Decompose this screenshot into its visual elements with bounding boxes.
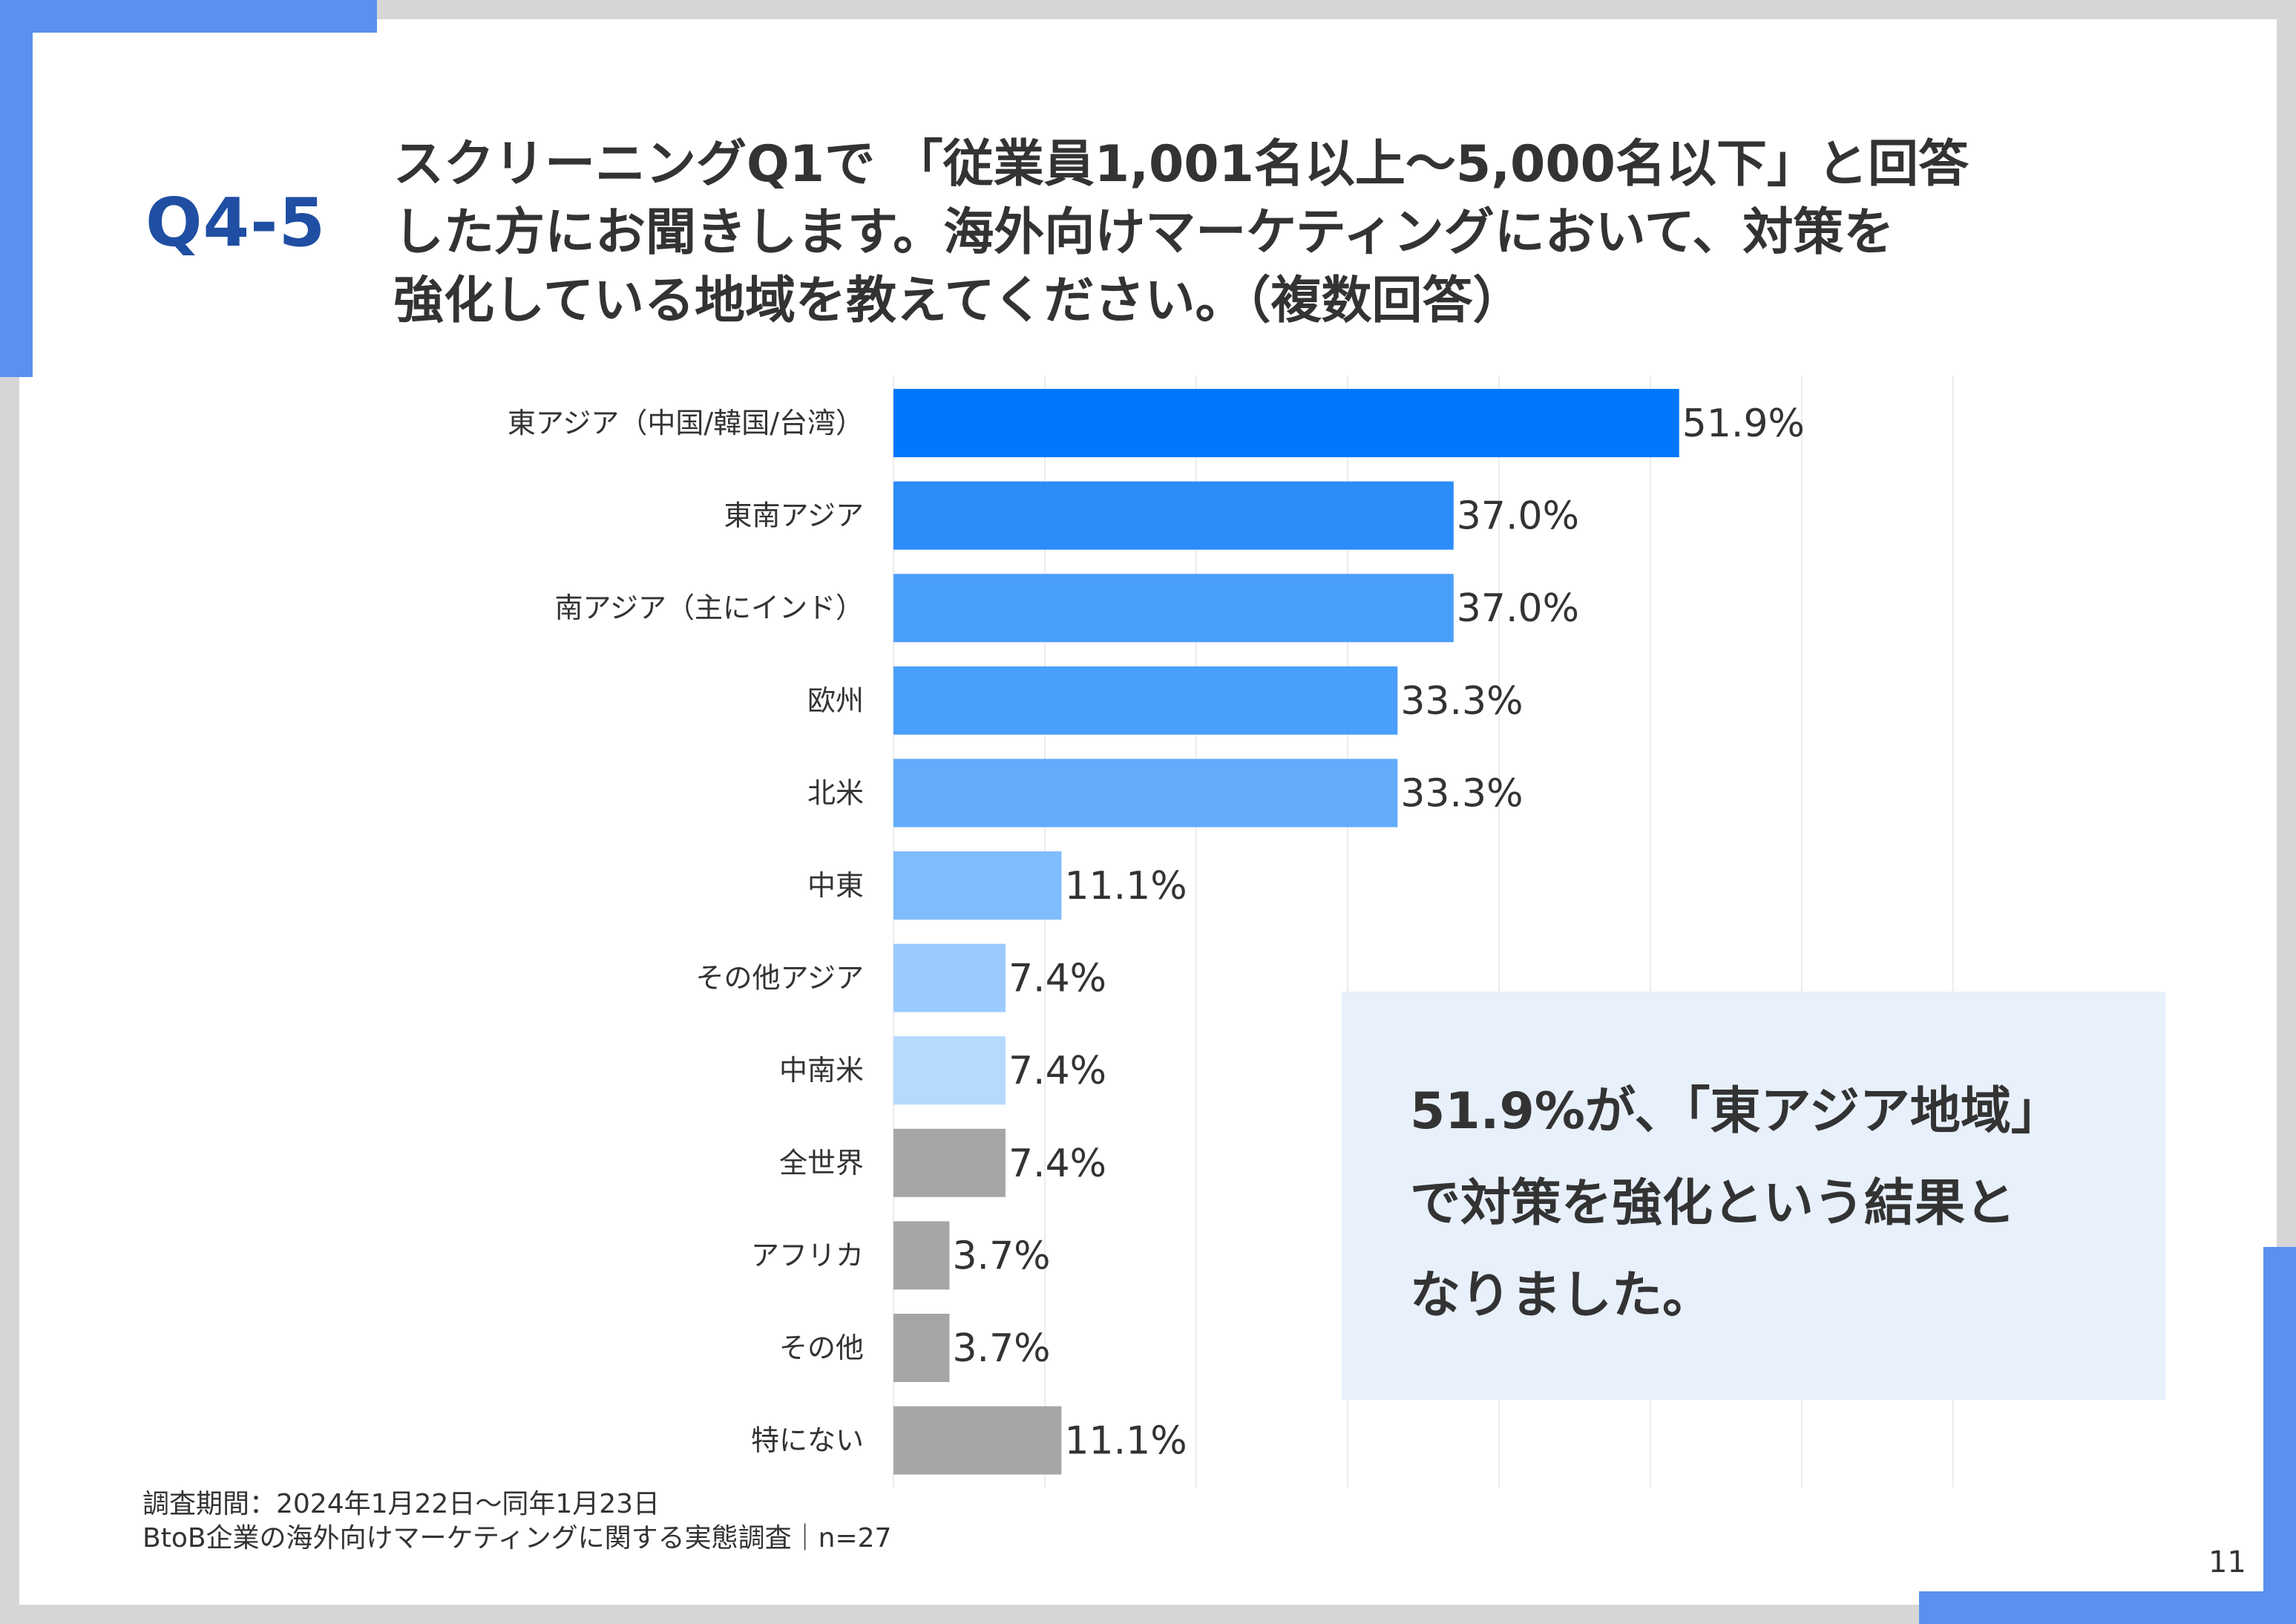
survey-footnote: 調査期間：2024年1月22日～同年1月23日 BtoB企業の海外向けマーケティ… <box>142 1487 891 1556</box>
category-label: 中南米 <box>779 1054 864 1087</box>
question-line: 強化している地域を教えてください。（複数回答） <box>393 272 1523 330</box>
category-label: 東南アジア <box>724 500 864 532</box>
bar <box>893 943 1006 1012</box>
category-label: その他アジア <box>696 962 864 995</box>
accent-bar-top-left-horizontal <box>0 0 377 33</box>
accent-bar-top-left-vertical <box>0 0 33 377</box>
question-text: スクリーニングQ1で 「従業員1,001名以上～5,000名以下」と回答 した方… <box>393 131 2100 335</box>
callout-line: で対策を強化という結果と <box>1410 1174 2016 1233</box>
value-label: 11.1% <box>1064 864 1187 908</box>
bar <box>893 1314 950 1382</box>
bar <box>893 1406 1062 1475</box>
value-label: 51.9% <box>1682 402 1805 446</box>
bar <box>893 574 1454 643</box>
category-label: 中東 <box>807 869 864 902</box>
question-number: Q4-5 <box>145 184 327 262</box>
value-label: 7.4% <box>1008 957 1106 1001</box>
category-label: 南アジア（主にインド） <box>555 592 864 624</box>
bar <box>893 1036 1006 1105</box>
bar <box>893 759 1398 828</box>
bar <box>893 481 1454 550</box>
bar <box>893 851 1062 920</box>
category-label: 欧州 <box>807 684 864 717</box>
survey-period: 調査期間：2024年1月22日～同年1月23日 <box>142 1489 660 1519</box>
value-label: 33.3% <box>1400 771 1523 816</box>
accent-bar-bottom-right-vertical <box>2263 1247 2296 1624</box>
value-label: 3.7% <box>952 1326 1050 1371</box>
bar <box>893 666 1398 735</box>
bar <box>893 389 1679 457</box>
callout-line: 51.9%が、「東アジア地域」 <box>1410 1082 2062 1141</box>
value-label: 37.0% <box>1457 586 1579 631</box>
category-label: アフリカ <box>751 1239 864 1271</box>
value-label: 33.3% <box>1400 679 1523 724</box>
category-label: 特にない <box>751 1424 864 1457</box>
summary-callout: 51.9%が、「東アジア地域」 で対策を強化という結果と なりました。 <box>1342 992 2165 1400</box>
value-label: 11.1% <box>1064 1419 1187 1464</box>
question-line: した方にお聞きします。海外向けマーケティングにおいて、対策を <box>393 203 1895 262</box>
accent-bar-bottom-right-horizontal <box>1919 1591 2296 1624</box>
category-label: 全世界 <box>779 1147 864 1179</box>
bar <box>893 1221 950 1290</box>
value-label: 7.4% <box>1008 1142 1106 1186</box>
category-label: 東アジア（中国/韓国/台湾） <box>508 407 864 439</box>
value-label: 3.7% <box>952 1234 1050 1278</box>
value-label: 7.4% <box>1008 1049 1106 1093</box>
question-line: スクリーニングQ1で 「従業員1,001名以上～5,000名以下」と回答 <box>393 135 1969 194</box>
category-label: 北米 <box>807 776 864 809</box>
bar <box>893 1128 1006 1197</box>
survey-title: BtoB企業の海外向けマーケティングに関する実態調査｜n=27 <box>142 1523 892 1553</box>
callout-line: なりました。 <box>1410 1266 1713 1325</box>
value-label: 37.0% <box>1457 494 1579 539</box>
category-label: その他 <box>779 1332 864 1364</box>
page-number: 11 <box>2208 1545 2246 1579</box>
